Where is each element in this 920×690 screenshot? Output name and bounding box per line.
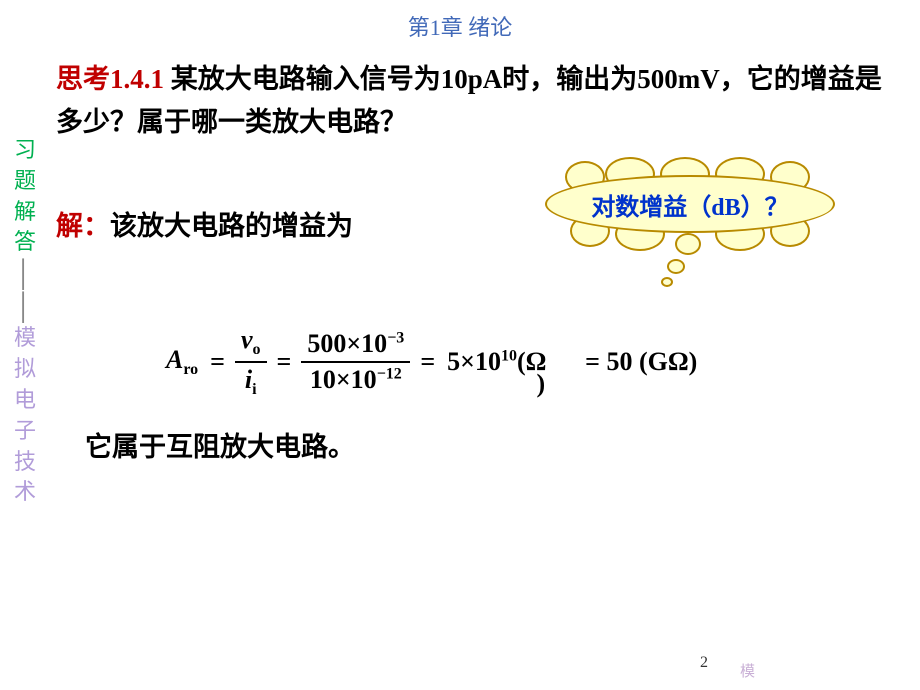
frac2-den: 10×10 bbox=[310, 365, 377, 394]
sidebar-char: 电 bbox=[14, 385, 38, 416]
frac1-num-sub: o bbox=[253, 341, 261, 358]
eq-frac2: 500×10−3 10×10−12 bbox=[301, 329, 410, 395]
sidebar-char: 术 bbox=[14, 477, 38, 508]
bubble-text: 对数增益（dB）？ bbox=[591, 187, 788, 222]
footer-brand: 模 bbox=[740, 664, 755, 681]
frac1-den-sub: i bbox=[252, 381, 256, 398]
result1-base: 5×10 bbox=[447, 347, 501, 376]
sidebar-char: 习 bbox=[14, 135, 38, 166]
page-number: 2 bbox=[700, 654, 708, 672]
sidebar-char: 解 bbox=[14, 197, 38, 228]
thought-bubble: 对数增益（dB）？ bbox=[545, 175, 835, 233]
eq-lhs-sub: ro bbox=[183, 361, 198, 378]
page-title: 第1章 绪论 bbox=[0, 0, 920, 42]
conclusion-text: 它属于互阻放大电路。 bbox=[85, 425, 355, 464]
eq-lhs: A bbox=[166, 345, 183, 374]
sidebar-char: 答 bbox=[14, 227, 38, 258]
sidebar: 习 题 解 答 │ │ 模 拟 电 子 技 术 bbox=[14, 135, 38, 508]
result1-exp: 10 bbox=[501, 348, 517, 365]
answer-text: 该放大电路的增益为 bbox=[110, 211, 353, 241]
eq-equals: = bbox=[210, 347, 225, 377]
sidebar-char: 拟 bbox=[14, 354, 38, 385]
eq-result2: = 50 (GΩ) bbox=[585, 347, 697, 377]
result1-unit-close: ) bbox=[536, 369, 545, 399]
sidebar-char: 题 bbox=[14, 166, 38, 197]
sidebar-divider: │ bbox=[14, 293, 38, 322]
sidebar-char: 模 bbox=[14, 323, 38, 354]
eq-frac1: vo ii bbox=[235, 325, 267, 399]
question-label: 思考1.4.1 bbox=[56, 64, 164, 94]
frac2-num-exp: −3 bbox=[387, 330, 404, 347]
sidebar-char: 子 bbox=[14, 416, 38, 447]
sidebar-char: 技 bbox=[14, 447, 38, 478]
sidebar-divider: │ bbox=[14, 260, 38, 289]
eq-result1: 5×1010(Ω bbox=[447, 347, 546, 377]
frac2-num: 500×10 bbox=[307, 329, 387, 358]
eq-equals: = bbox=[420, 347, 435, 377]
answer-label: 解： bbox=[56, 211, 110, 241]
equation: Aro = vo ii = 500×10−3 10×10−12 = 5×1010… bbox=[160, 325, 703, 399]
eq-equals: = bbox=[277, 347, 292, 377]
frac1-num: v bbox=[241, 325, 253, 354]
question-text: 思考1.4.1 某放大电路输入信号为10pA时，输出为500mV，它的增益是多少… bbox=[56, 58, 906, 144]
question-body: 某放大电路输入信号为10pA时，输出为500mV，它的增益是多少？属于哪一类放大… bbox=[56, 64, 882, 137]
frac2-den-exp: −12 bbox=[377, 366, 402, 383]
